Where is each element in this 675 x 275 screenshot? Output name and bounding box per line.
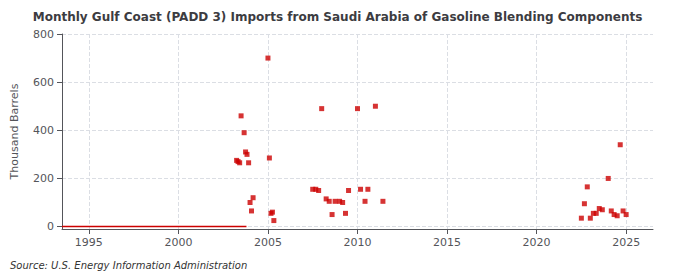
- svg-text:800: 800: [33, 28, 54, 41]
- svg-text:400: 400: [33, 124, 54, 137]
- svg-text:Monthly Gulf Coast (PADD 3) Im: Monthly Gulf Coast (PADD 3) Imports from…: [33, 10, 643, 24]
- svg-text:2000: 2000: [164, 236, 192, 249]
- svg-text:600: 600: [33, 76, 54, 89]
- svg-text:2010: 2010: [344, 236, 372, 249]
- svg-text:2025: 2025: [612, 236, 640, 249]
- svg-text:2020: 2020: [523, 236, 551, 249]
- svg-text:200: 200: [33, 172, 54, 185]
- svg-text:1995: 1995: [75, 236, 103, 249]
- svg-text:Thousand Barrels: Thousand Barrels: [8, 83, 21, 180]
- svg-text:0: 0: [47, 220, 54, 233]
- svg-text:2015: 2015: [433, 236, 461, 249]
- svg-text:2005: 2005: [254, 236, 282, 249]
- svg-text:Source: U.S. Energy Informatio: Source: U.S. Energy Information Administ…: [10, 260, 247, 271]
